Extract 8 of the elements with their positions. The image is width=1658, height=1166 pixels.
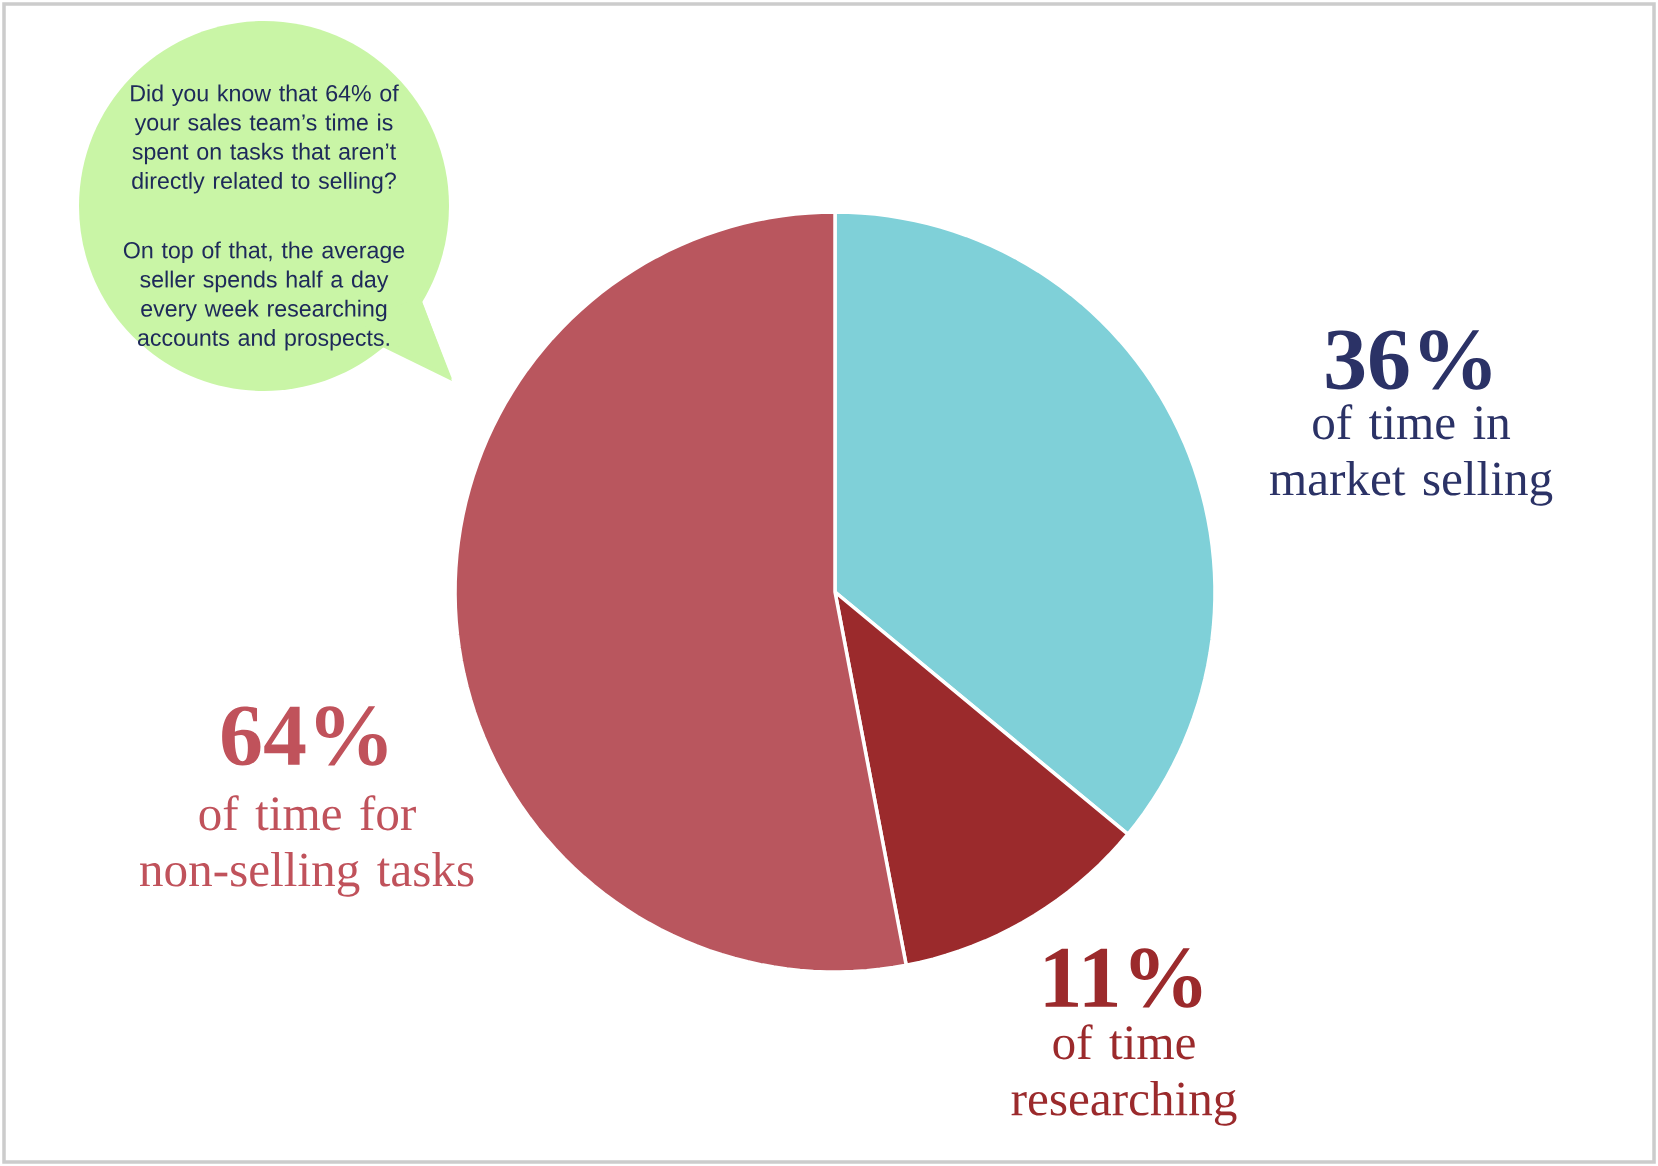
text: On top of that, the average seller spends half a day every week researching accounts and prospects. bbox=[123, 241, 405, 351]
data-label: 11% bbox=[1045, 948, 1202, 1008]
text: Did you know that 64% of your sales team’s time is spent on tasks that aren’t directly related to selling? bbox=[131, 84, 399, 194]
slice-label: of time in market selling bbox=[1269, 404, 1553, 506]
text: 64% bbox=[222, 706, 387, 766]
slice-label: of time for non-selling tasks bbox=[140, 795, 474, 897]
data-label: 36% bbox=[1326, 330, 1491, 390]
slice-label: of time researching bbox=[1011, 1024, 1237, 1126]
